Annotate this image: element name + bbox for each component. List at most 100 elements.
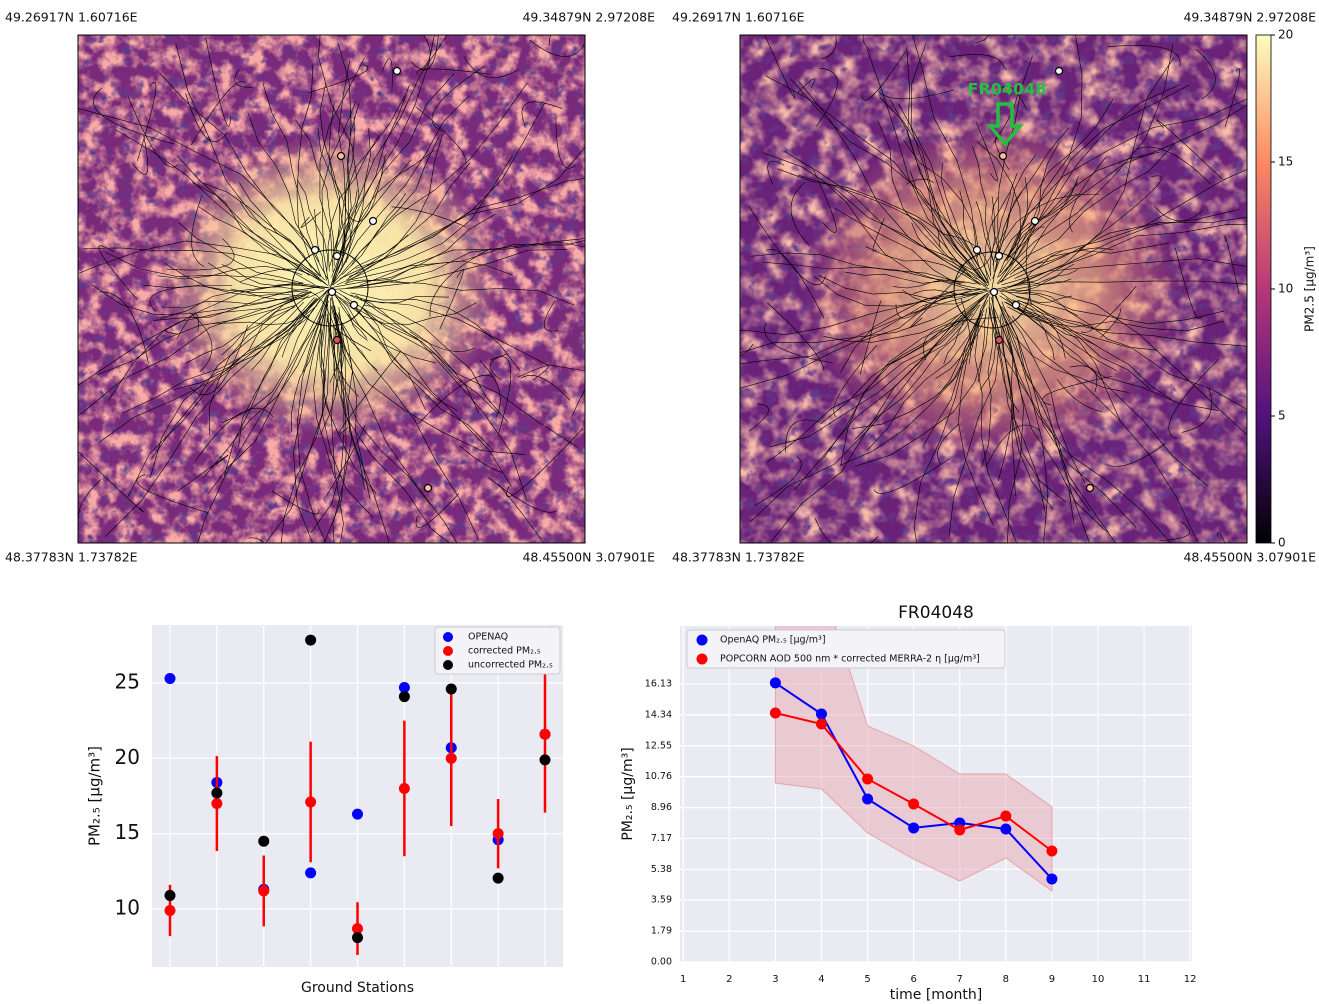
road xyxy=(296,63,314,258)
road xyxy=(1004,151,1160,262)
road xyxy=(498,483,545,543)
road xyxy=(990,192,1012,277)
road xyxy=(912,35,978,258)
road xyxy=(339,35,435,255)
road xyxy=(417,375,493,425)
road xyxy=(314,208,328,281)
corner-label: 49.26917N 1.60716E xyxy=(5,10,138,25)
road xyxy=(769,313,974,448)
road xyxy=(212,305,318,326)
road xyxy=(740,290,953,336)
road xyxy=(977,308,988,382)
road xyxy=(325,425,366,497)
legend-marker xyxy=(443,646,453,656)
road xyxy=(1008,280,1247,291)
road xyxy=(865,246,981,285)
road xyxy=(326,320,372,352)
road xyxy=(344,279,409,284)
road xyxy=(265,314,328,543)
road xyxy=(571,388,585,417)
road xyxy=(332,307,353,543)
corner-label: 49.26917N 1.60716E xyxy=(672,10,805,25)
legend-label: uncorrected PM₂.₅ xyxy=(468,660,553,671)
road xyxy=(761,261,965,284)
road xyxy=(748,206,826,286)
road xyxy=(834,208,988,291)
road xyxy=(137,82,157,162)
road xyxy=(337,314,431,506)
road xyxy=(1005,301,1247,410)
road xyxy=(176,313,199,340)
road xyxy=(767,161,785,185)
road xyxy=(158,265,315,285)
road xyxy=(1158,520,1190,541)
road xyxy=(355,307,493,450)
point xyxy=(211,787,223,799)
road xyxy=(1026,226,1045,305)
y-axis-label: PM₂.₅ [μg/m³] xyxy=(86,746,104,846)
road xyxy=(992,154,1037,265)
road xyxy=(906,213,988,284)
road xyxy=(189,311,213,373)
road xyxy=(753,456,802,507)
road xyxy=(310,324,345,534)
road xyxy=(1015,296,1158,351)
point xyxy=(164,905,176,917)
road xyxy=(813,275,988,307)
road xyxy=(521,375,571,401)
road xyxy=(994,85,1028,111)
road xyxy=(334,115,355,249)
road xyxy=(331,59,351,278)
road xyxy=(363,304,508,422)
road xyxy=(131,135,149,175)
point xyxy=(815,718,827,730)
road xyxy=(189,324,249,396)
road xyxy=(331,305,525,455)
road xyxy=(840,297,985,466)
road xyxy=(992,289,1247,436)
road xyxy=(291,326,322,433)
y-tick-label: 10 xyxy=(115,895,140,919)
road xyxy=(1009,176,1079,276)
road xyxy=(1006,98,1247,262)
road xyxy=(359,239,585,286)
x-tick-label: 8 xyxy=(1003,974,1009,985)
road xyxy=(839,313,984,466)
road xyxy=(999,291,1224,325)
road xyxy=(332,128,371,284)
road xyxy=(995,295,1049,543)
map-frame xyxy=(77,34,586,544)
road xyxy=(913,310,982,543)
road xyxy=(994,209,1240,290)
road xyxy=(910,171,989,287)
road xyxy=(872,218,885,252)
road xyxy=(234,69,253,88)
road xyxy=(1017,299,1066,359)
road xyxy=(1012,299,1118,372)
point xyxy=(164,672,176,684)
road xyxy=(343,295,512,488)
y-axis-label: PM₂.₅ [μg/m³] xyxy=(620,747,636,840)
point xyxy=(1000,823,1012,835)
road xyxy=(750,311,971,522)
road xyxy=(998,42,1174,278)
road xyxy=(166,238,235,271)
road xyxy=(1068,490,1075,525)
road xyxy=(332,162,471,286)
road xyxy=(1080,285,1137,333)
road xyxy=(1069,156,1107,233)
road xyxy=(271,490,320,515)
y-tick-label: 14.34 xyxy=(645,709,672,720)
road xyxy=(818,275,988,300)
road xyxy=(415,106,466,163)
colorbar-tick-label: 0 xyxy=(1278,536,1286,550)
point xyxy=(258,885,270,897)
road xyxy=(935,293,990,379)
road xyxy=(764,35,796,99)
road xyxy=(336,155,513,286)
point xyxy=(539,754,551,766)
road xyxy=(337,296,578,448)
road xyxy=(1216,532,1226,543)
legend-label: OpenAQ PM₂.₅ [μg/m³] xyxy=(720,635,826,646)
